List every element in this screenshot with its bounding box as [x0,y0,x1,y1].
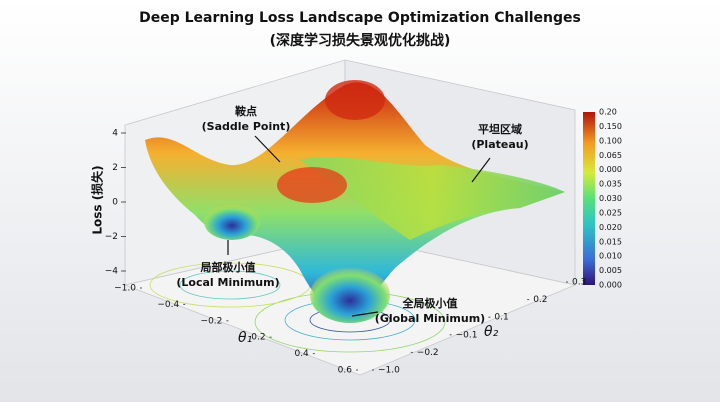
x-tick-label: −0.2 [201,316,223,326]
z-tick-label: 2 [112,163,118,173]
colorbar-tick-label: 0.025 [599,208,622,217]
z-tick-label: 4 [112,129,118,139]
colorbar-tick-label: 0.035 [599,180,622,189]
annotation-sub: (Global Minimum) [375,312,485,325]
x-axis-label: θ₁ [238,330,252,346]
annotation-sub: (Local Minimum) [176,276,279,289]
x-tick-label: −1.0 [114,284,136,294]
colorbar-tick-label: 0.065 [599,151,622,160]
colorbar-tick-label: 0.020 [599,223,622,232]
y-tick-label: −0.1 [456,330,478,340]
chart-subtitle: (深度学习损失景观优化挑战) [270,32,451,49]
z-tick-label: −4 [105,267,119,277]
colorbar-tick-label: 0.005 [599,266,622,275]
x-tick-label: −0.4 [157,300,179,310]
annotation: 鞍点 [235,104,257,118]
colorbar-tick-label: 0.20 [599,108,617,117]
y-tick-label: −1.0 [378,366,400,376]
annotation-sub: (Plateau) [471,138,528,151]
colorbar-tick-label: 0.000 [599,165,622,174]
annotation: 全局极小值 [402,296,458,310]
chart-title: Deep Learning Loss Landscape Optimizatio… [139,10,581,26]
colorbar-tick-label: 0.010 [599,252,622,261]
colorbar-tick-label: 0.150 [599,122,622,131]
x-tick-label: 0.4 [294,349,309,359]
y-tick-label: −0.2 [417,348,439,358]
surface [145,80,565,323]
colorbar-tick-label: 0.030 [599,194,622,203]
z-tick-label: 0 [112,198,118,208]
x-tick-label: 0.2 [251,333,265,343]
colorbar-tick-label: 0.000 [599,281,622,290]
arrows [227,135,491,317]
colorbar [583,112,595,285]
y-tick-label: 0.1 [494,313,508,323]
y-tick-label: 0.2 [533,295,547,305]
y-axis-label: θ₂ [484,324,499,340]
x-tick-label: 0.6 [338,366,353,376]
z-tick-label: −2 [105,232,118,242]
y-tick-label: 0.3 [572,278,586,288]
z-axis-label: Loss (损失) [90,165,105,234]
annotation: 局部极小值 [200,260,256,274]
annotation-sub: (Saddle Point) [202,120,291,133]
annotation: 平坦区域 [478,122,522,136]
colorbar-tick-label: 0.015 [599,237,622,246]
colorbar-tick-label: 0.100 [599,136,622,145]
